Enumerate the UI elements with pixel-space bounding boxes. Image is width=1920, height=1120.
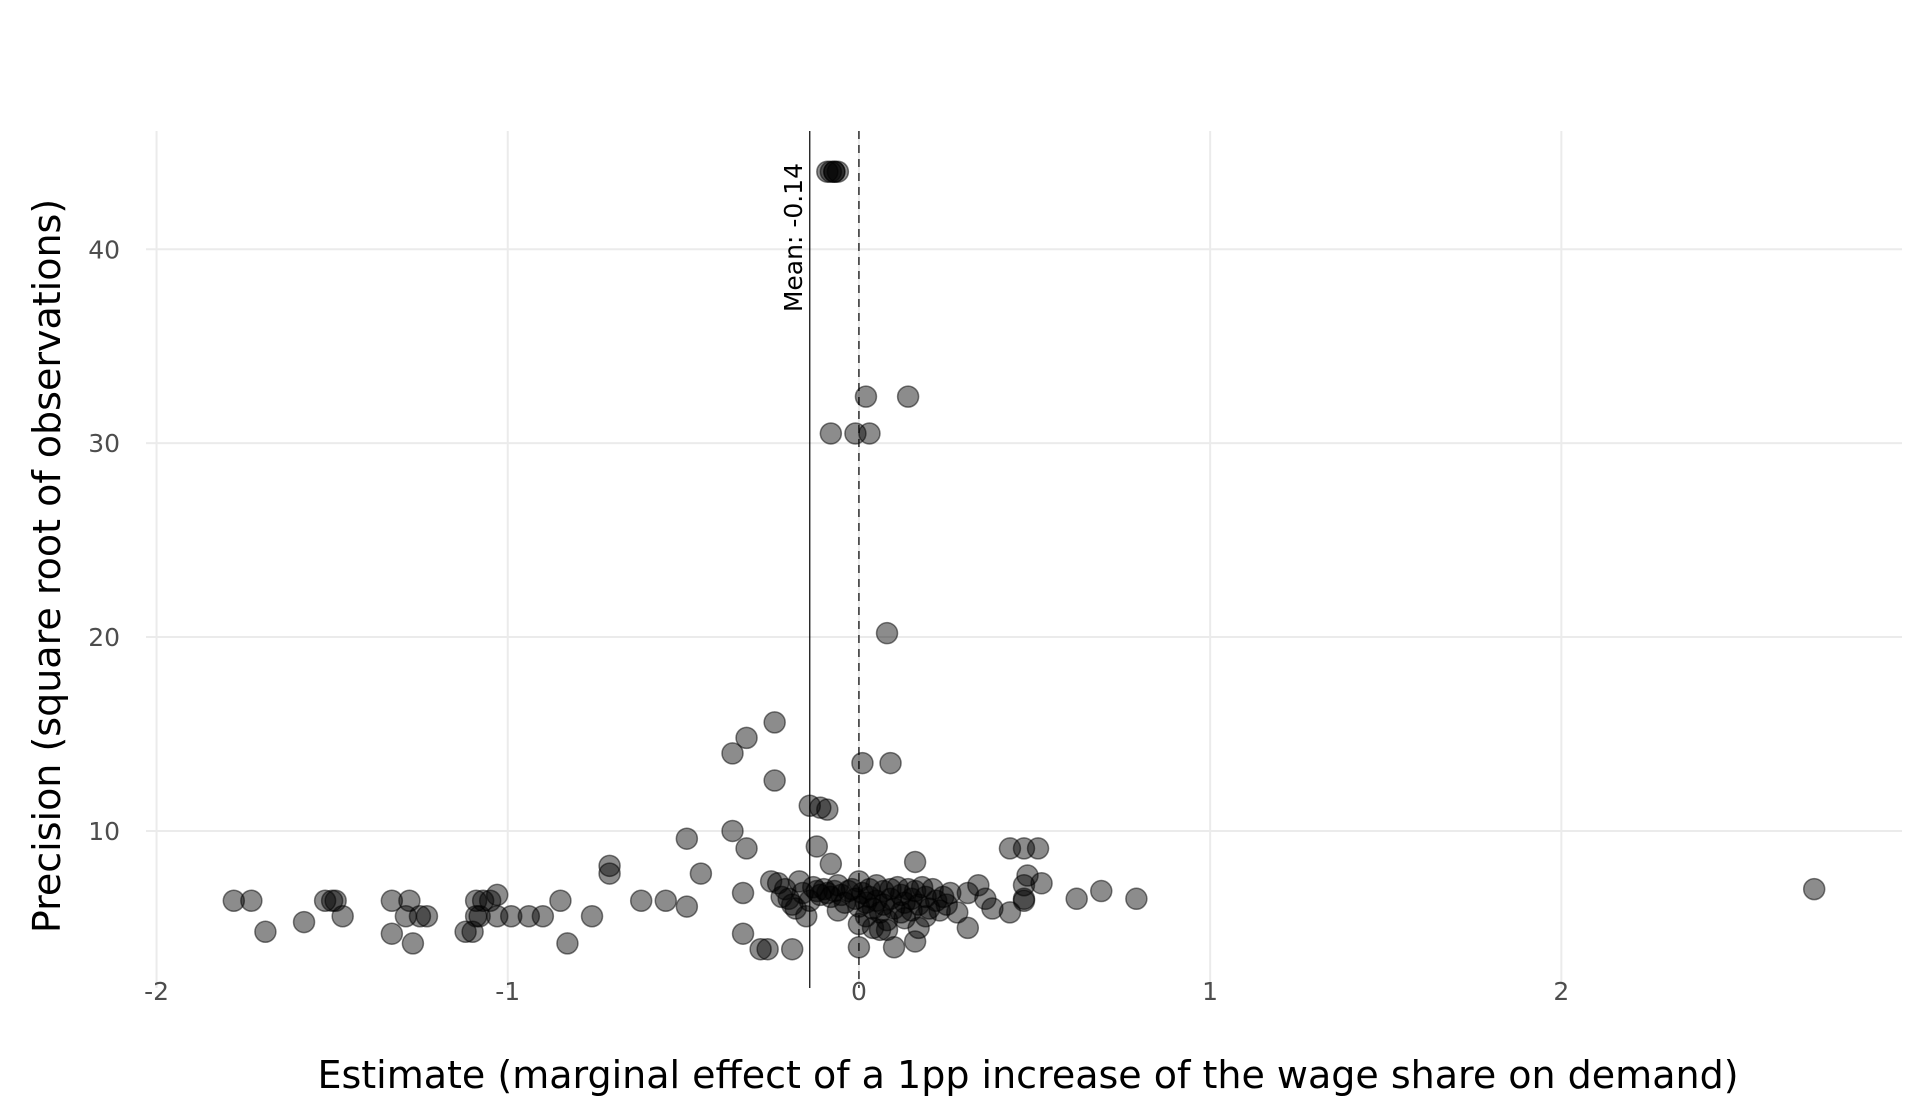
data-point <box>675 895 699 918</box>
data-point <box>935 893 958 916</box>
x-tick-label: 0 <box>851 977 867 1006</box>
data-point <box>756 937 779 961</box>
data-point <box>974 887 997 911</box>
data-point <box>763 769 786 792</box>
x-tick-label: 2 <box>1553 977 1569 1006</box>
data-point <box>598 862 621 885</box>
data-point <box>784 897 807 920</box>
data-point <box>689 862 713 885</box>
data-point <box>485 883 509 907</box>
data-point <box>499 905 523 928</box>
data-point <box>854 385 878 408</box>
x-axis-title: Estimate (marginal effect of a 1pp incre… <box>317 1053 1738 1097</box>
reference-lines <box>809 131 860 988</box>
data-point <box>798 889 822 912</box>
data-point <box>823 160 846 183</box>
data-point <box>380 922 404 945</box>
y-tick-label: 40 <box>88 235 120 264</box>
data-point <box>896 385 920 408</box>
data-point <box>763 711 786 734</box>
data-point <box>826 899 850 922</box>
data-point <box>471 889 495 912</box>
data-point <box>1030 872 1053 895</box>
data-point <box>598 854 621 878</box>
data-point <box>805 835 829 858</box>
y-axis-title: Precision (square root of observations) <box>25 199 69 933</box>
data-point <box>240 889 263 912</box>
data-point <box>331 905 354 928</box>
data-point <box>816 798 839 821</box>
data-point <box>1802 877 1826 901</box>
y-tick-label: 10 <box>88 817 120 846</box>
data-point <box>858 422 881 445</box>
data-point <box>1125 887 1148 911</box>
data-point <box>847 936 871 959</box>
data-point <box>531 905 555 928</box>
data-point <box>879 751 902 775</box>
data-point <box>875 621 899 645</box>
data-point <box>1026 837 1050 860</box>
data-point <box>903 930 927 953</box>
data-point <box>408 905 432 928</box>
data-point <box>819 422 843 445</box>
data-point <box>956 881 980 905</box>
data-point <box>721 742 744 765</box>
data-point <box>893 906 916 930</box>
data-point <box>580 905 604 928</box>
data-point <box>454 920 477 944</box>
data-point <box>1090 879 1113 903</box>
data-points <box>222 160 1826 961</box>
data-point <box>903 850 927 874</box>
data-point <box>222 889 246 912</box>
data-point <box>380 889 404 912</box>
data-point <box>398 889 421 912</box>
data-point <box>675 827 699 850</box>
data-point <box>819 852 843 876</box>
data-point <box>721 819 744 843</box>
data-point <box>292 910 316 934</box>
data-point <box>851 751 874 775</box>
x-tick-label: 1 <box>1202 977 1218 1006</box>
x-tick-label: -1 <box>495 977 520 1006</box>
data-point <box>749 937 772 961</box>
data-point <box>956 916 980 940</box>
data-point <box>903 879 927 903</box>
y-tick-label: 20 <box>88 623 120 652</box>
data-point <box>556 932 579 955</box>
tick-labels: -2 -1 0 1 2 10 20 30 40 <box>88 235 1569 1006</box>
data-point <box>415 905 439 928</box>
x-tick-label: -2 <box>144 977 169 1006</box>
data-point <box>731 922 755 945</box>
data-point <box>868 918 892 942</box>
data-point <box>998 901 1022 924</box>
mean-label: Mean: -0.14 <box>779 163 808 312</box>
data-point <box>401 932 425 955</box>
data-point <box>735 837 758 860</box>
data-point <box>1065 887 1088 911</box>
data-point <box>549 889 572 912</box>
data-point <box>914 905 937 928</box>
data-point <box>254 920 277 944</box>
data-point <box>731 881 755 905</box>
y-tick-label: 30 <box>88 429 120 458</box>
data-point <box>735 726 758 750</box>
data-point <box>629 889 653 912</box>
data-point <box>780 937 804 961</box>
data-point <box>654 889 678 912</box>
